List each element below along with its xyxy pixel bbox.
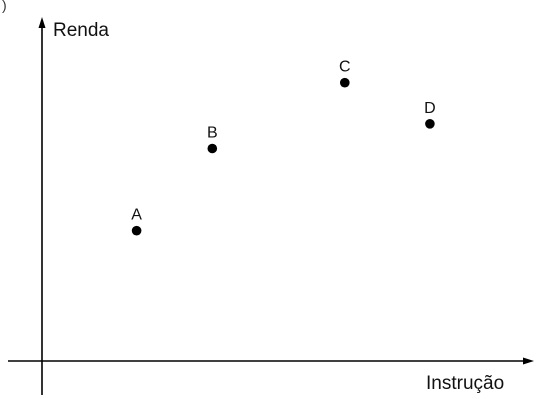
- data-point-d: [425, 119, 435, 129]
- data-point-label-a: A: [131, 207, 142, 224]
- data-points-group: A B C D: [131, 59, 436, 236]
- y-axis-label: Renda: [53, 20, 109, 41]
- y-axis-arrow: [38, 17, 46, 28]
- data-point-a: [131, 225, 142, 236]
- x-axis-arrow: [523, 357, 534, 365]
- data-point-b: [207, 143, 218, 154]
- data-point-label-d: D: [424, 100, 436, 117]
- data-point-label-b: B: [207, 125, 218, 142]
- data-point-label-c: C: [339, 59, 351, 76]
- data-point-c: [340, 77, 350, 88]
- corner-mark: ): [2, 0, 7, 13]
- x-axis-label: Instrução: [426, 373, 504, 394]
